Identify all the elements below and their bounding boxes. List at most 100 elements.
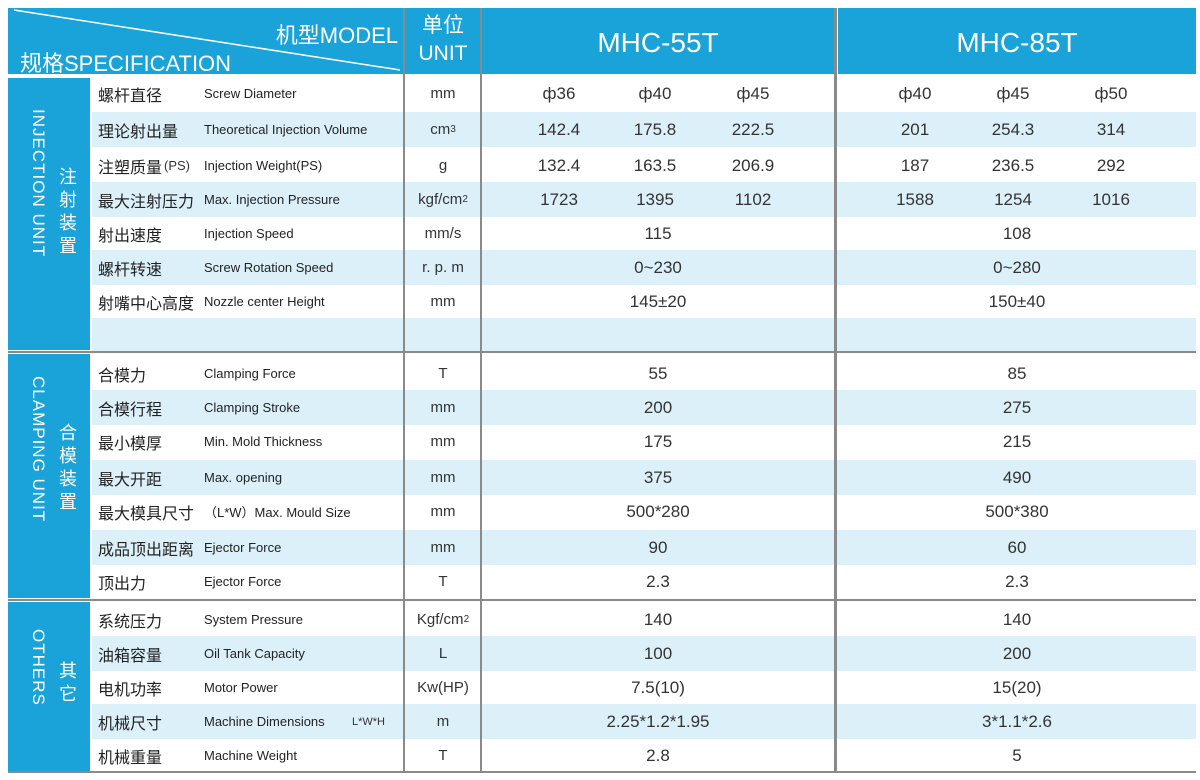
- value-55t: 2.25*1.2*1.95: [606, 711, 710, 731]
- value-55t: 132.4: [537, 155, 581, 175]
- spec-name-en: Min. Mold Thickness: [204, 434, 323, 449]
- value-85t: 254.3: [991, 119, 1035, 139]
- value-55t: 375: [643, 467, 673, 487]
- table-row: 射嘴中心高度 Nozzle center Height mm 145±20 150±40: [92, 284, 1196, 319]
- value-55t: 1395: [636, 189, 674, 209]
- spec-name-cn: 电机功率: [98, 681, 163, 699]
- table-row: 机械尺寸 Machine Dimensions L*W*H m 2.25*1.2*1.9…: [92, 704, 1196, 739]
- value-55t: 142.4: [537, 119, 581, 139]
- value-85t: ф40: [898, 83, 932, 103]
- spec-unit: mm: [406, 424, 480, 459]
- table-bottom-line: [8, 771, 1196, 773]
- value-55t: 175.8: [633, 119, 677, 139]
- table-row: 合模力 Clamping Force T 55 85: [92, 356, 1196, 391]
- spec-name-en: Injection Weight(PS): [204, 158, 323, 173]
- spec-unit: cm 3: [406, 112, 480, 147]
- value-55t: 175: [643, 431, 673, 451]
- table-row: 合模行程 Clamping Stroke mm 200 275: [92, 390, 1196, 425]
- section-divider-2: [8, 599, 1196, 601]
- spec-name-en-suffix: L*W*H: [352, 715, 386, 728]
- unit-header-en: UNIT: [418, 42, 468, 65]
- spec-unit: mm: [406, 284, 480, 319]
- value-85t: 200: [1002, 643, 1032, 663]
- table-row: 最小模厚 Min. Mold Thickness mm 175 215: [92, 424, 1196, 459]
- spec-name-en: Max. opening: [204, 470, 283, 485]
- value-85t: 2.3: [1005, 571, 1029, 591]
- spec-name-cn: 螺杆直径: [98, 87, 163, 105]
- unit-text: r. p. m: [422, 259, 464, 276]
- spec-unit: L: [406, 636, 480, 671]
- value-55t: 90: [648, 537, 668, 557]
- value-55t: [482, 318, 834, 353]
- spec-unit: mm: [406, 76, 480, 111]
- spec-name-cn: 射嘴中心高度: [98, 295, 195, 313]
- value-55t: 7.5(10): [631, 677, 685, 697]
- spec-name-en: Theoretical Injection Volume: [204, 122, 368, 137]
- unit-text: T: [438, 573, 448, 590]
- section-divider-1: [8, 351, 1196, 353]
- value-55t: 500*280: [626, 501, 690, 521]
- spec-name-en: System Pressure: [204, 612, 303, 627]
- spec-name-cn: 机械重量: [98, 749, 163, 767]
- spec-name-en: Nozzle center Height: [204, 294, 325, 309]
- spec-unit: r. p. m: [406, 250, 480, 285]
- table-row: [92, 318, 1196, 353]
- spec-name-cn: 顶出力: [98, 575, 147, 593]
- value-55t: 200: [643, 397, 673, 417]
- spec-name-cn: 注塑质量: [98, 159, 163, 177]
- section-injection: INJECTION UNIT 注射装置: [8, 78, 90, 350]
- model-header-55t: MHC-55T: [482, 8, 834, 74]
- unit-text: T: [438, 365, 448, 382]
- value-85t: 60: [1007, 537, 1027, 557]
- unit-header-cn: 单位: [422, 14, 464, 37]
- unit-text: Kgf/cm: [416, 611, 464, 628]
- table-row: 螺杆转速 Screw Rotation Speed r. p. m 0~230 0~28…: [92, 250, 1196, 285]
- spec-name-cn: 螺杆转速: [98, 261, 163, 279]
- spec-name-cn: 系统压力: [98, 613, 163, 631]
- value-55t: 100: [643, 643, 673, 663]
- spec-unit: mm: [406, 530, 480, 565]
- value-55t: 206.9: [731, 155, 775, 175]
- section-others-cn: 其它: [59, 661, 77, 704]
- value-85t: 1588: [896, 189, 934, 209]
- spec-name-cn: 成品顶出距离: [98, 541, 195, 559]
- diagonal-divider: [13, 9, 401, 71]
- spec-name-cn: 最小模厚: [98, 435, 163, 453]
- spec-name-en: Ejector Force: [204, 540, 282, 555]
- value-55t: 0~230: [634, 257, 682, 277]
- value-55t: 1102: [734, 189, 772, 209]
- spec-unit: T: [406, 564, 480, 599]
- value-85t: 215: [1002, 431, 1032, 451]
- model-header-85t: MHC-85T: [838, 8, 1196, 74]
- section-clamping-en: CLAMPING UNIT: [29, 376, 48, 523]
- unit-text: Kw(HP): [417, 679, 469, 696]
- value-85t: 1254: [994, 189, 1032, 209]
- table-row: 最大注射压力 Max. Injection Pressure kgf/cm 2 1723…: [92, 182, 1196, 217]
- value-55t: 140: [643, 609, 673, 629]
- spec-name-en: Machine Weight: [204, 748, 297, 763]
- unit-text: mm: [430, 433, 456, 450]
- value-85t: 15(20): [992, 677, 1042, 697]
- model-divider: [834, 8, 837, 772]
- value-85t: 0~280: [993, 257, 1041, 277]
- table-row: 最大模具尺寸 （L*W）Max. Mould Size mm 500*280 500*3…: [92, 494, 1196, 529]
- section-others: OTHERS 其它: [8, 602, 90, 772]
- table-row: 注塑质量 (PS) Injection Weight(PS) g 132.4 163.5 2…: [92, 148, 1196, 183]
- value-55t: 1723: [540, 189, 578, 209]
- spec-name-en: Ejector Force: [204, 574, 282, 589]
- spec-unit: Kw(HP): [406, 670, 480, 705]
- unit-divider-right: [480, 8, 482, 772]
- spec-name-en: Machine Dimensions: [204, 714, 325, 729]
- unit-text: mm: [430, 293, 456, 310]
- value-85t: 140: [1002, 609, 1032, 629]
- table-row: 螺杆直径 Screw Diameter mm ф36 ф40 ф45 ф40 ф45 ф50: [92, 76, 1196, 111]
- spec-name-cn: 理论射出量: [98, 123, 179, 141]
- value-55t: 2.8: [646, 745, 670, 765]
- spec-name-en: （L*W）Max. Mould Size: [204, 505, 351, 520]
- unit-text: L: [438, 645, 448, 662]
- value-85t: 314: [1096, 119, 1126, 139]
- spec-name-en: Max. Injection Pressure: [204, 192, 340, 207]
- unit-text: mm: [430, 539, 456, 556]
- spec-name-cn-suffix: (PS): [164, 158, 190, 173]
- value-85t: 150±40: [988, 291, 1046, 311]
